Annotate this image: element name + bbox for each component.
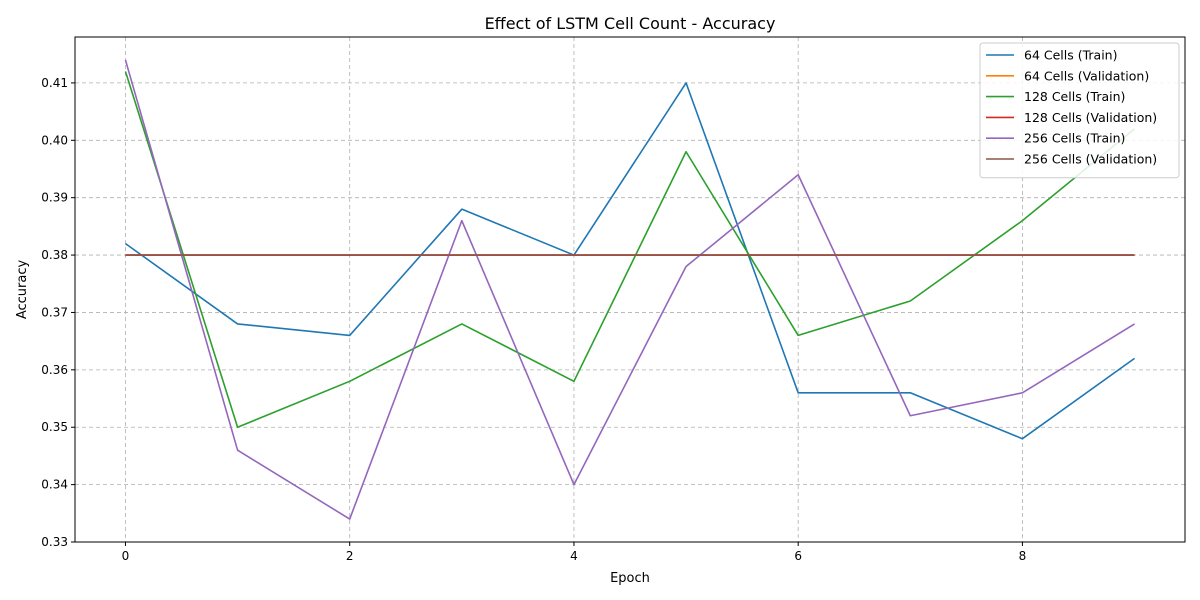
chart-title: Effect of LSTM Cell Count - Accuracy [485,14,776,33]
y-tick-label: 0.40 [41,133,68,147]
y-tick-label: 0.36 [41,363,68,377]
y-tick-label: 0.37 [41,305,68,319]
y-tick-label: 0.41 [41,76,68,90]
x-axis-ticks: 0 2 4 6 8 [122,542,1027,563]
legend-label: 256 Cells (Validation) [1024,152,1157,167]
legend: 64 Cells (Train) 64 Cells (Validation) 128… [979,42,1180,179]
series-line-4 [124,59,1135,520]
plot-frame [74,36,1186,543]
y-tick-label: 0.38 [41,248,68,262]
y-tick-label: 0.35 [41,420,68,434]
y-tick-label: 0.33 [41,535,68,549]
x-tick-label: 0 [122,549,130,563]
y-axis-ticks: 0.33 0.34 0.35 0.36 0.37 0.38 0.39 0.40 0.41 [41,76,75,549]
series-line-0 [124,82,1136,440]
x-tick-label: 8 [1019,549,1027,563]
legend-label: 256 Cells (Train) [1024,131,1125,146]
legend-label: 64 Cells (Train) [1024,48,1117,63]
legend-label: 128 Cells (Train) [1024,89,1125,104]
series-lines [124,59,1136,520]
legend-box [979,42,1180,179]
y-axis-title: Accuracy [15,260,30,320]
legend-label: 64 Cells (Validation) [1024,68,1149,83]
y-tick-label: 0.34 [41,478,68,492]
series-line-2 [124,71,1136,429]
y-tick-label: 0.39 [41,191,68,205]
x-tick-label: 6 [794,549,802,563]
x-tick-label: 4 [570,549,578,563]
x-axis-title: Epoch [610,571,650,586]
x-tick-label: 2 [346,549,354,563]
legend-label: 128 Cells (Validation) [1024,110,1157,125]
